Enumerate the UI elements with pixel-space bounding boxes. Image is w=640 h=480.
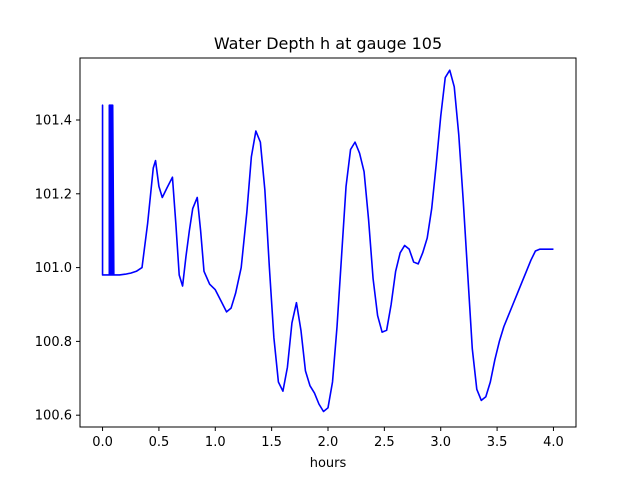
- y-tick-label: 101.0: [35, 261, 72, 276]
- series-layer: [101, 69, 554, 413]
- y-tick-label: 100.6: [35, 409, 72, 424]
- x-tick-label: 3.0: [430, 435, 451, 450]
- x-axis-label: hours: [310, 456, 347, 471]
- x-tick-label: 1.0: [205, 435, 226, 450]
- chart-title: Water Depth h at gauge 105: [214, 34, 442, 53]
- y-tick-label: 101.2: [35, 187, 72, 202]
- y-tick-label: 100.8: [35, 335, 72, 350]
- plot-frame: [79, 57, 577, 428]
- x-tick-label: 2.5: [374, 435, 395, 450]
- x-tick-label: 3.5: [487, 435, 508, 450]
- x-tick-label: 0.5: [149, 435, 170, 450]
- series-line-0: [101, 69, 554, 413]
- x-tick-label: 4.0: [543, 435, 564, 450]
- x-tick-label: 0.0: [92, 435, 113, 450]
- x-tick-label: 2.0: [318, 435, 339, 450]
- axes-layer: 0.0 0.5 1.0 1.5 2.0 2.5 3.0 3.5 4.0 100.6 100.8 101…: [35, 57, 577, 450]
- y-tick-label: 101.4: [35, 113, 72, 128]
- x-tick-label: 1.5: [261, 435, 282, 450]
